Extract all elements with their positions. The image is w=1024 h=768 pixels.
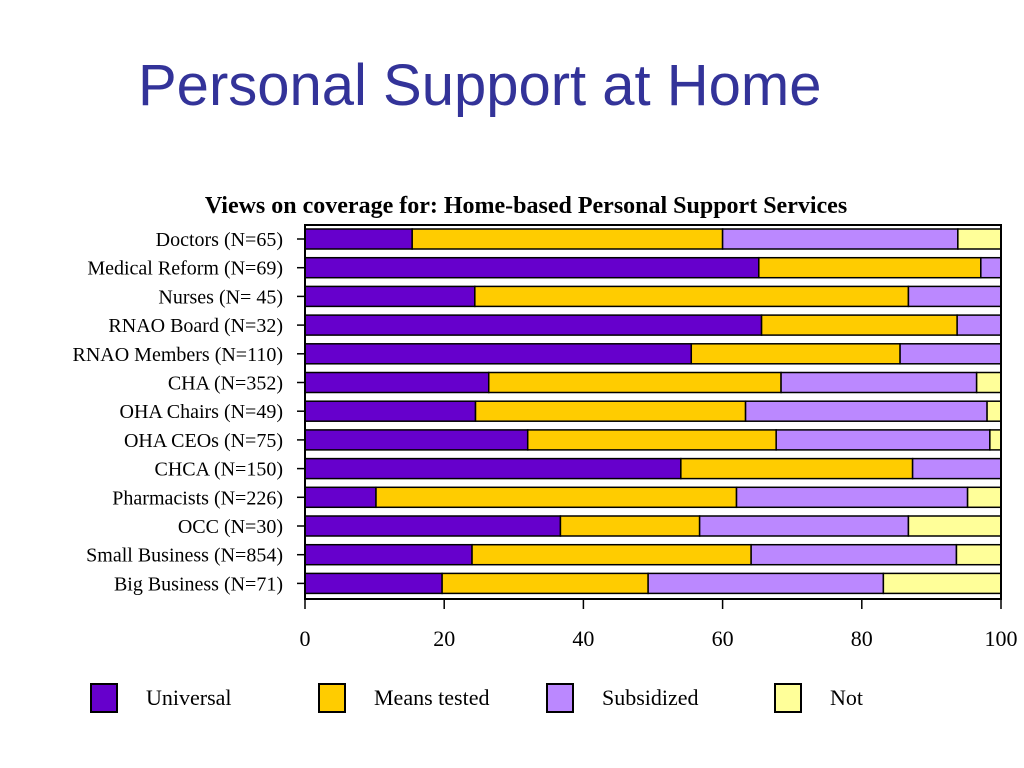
bar-segment-subsidized [735, 486, 969, 509]
bar-segment-universal [304, 429, 529, 451]
bar-segment-means-tested [474, 285, 910, 308]
bar-segment-universal [304, 486, 377, 509]
legend-label: Universal [146, 685, 232, 710]
bar-segment-means-tested [690, 343, 901, 365]
bar-segment-universal [304, 572, 443, 595]
bar-segment-not [955, 543, 1002, 566]
bar-segment-means-tested [474, 400, 747, 422]
bar-segment-not [986, 400, 1002, 422]
bar-segment-universal [304, 515, 562, 537]
bar-segment-means-tested [758, 256, 982, 279]
bar-segment-means-tested [680, 457, 914, 480]
category-label: OCC (N=30) [178, 516, 283, 538]
x-tick-label: 20 [433, 626, 455, 651]
bar-segment-subsidized [911, 457, 1002, 480]
category-label: CHA (N=352) [168, 373, 283, 395]
bar-segment-subsidized [698, 515, 910, 537]
category-label: RNAO Board (N=32) [108, 315, 283, 337]
slide-title: Personal Support at Home [138, 53, 822, 118]
bar-segment-universal [304, 371, 490, 394]
bars-layer [304, 228, 1002, 595]
category-label: Medical Reform (N=69) [87, 258, 283, 280]
bar-segment-subsidized [647, 572, 885, 595]
legend-label: Subsidized [602, 685, 699, 710]
bar-segment-universal [304, 228, 413, 250]
category-label: Nurses (N= 45) [158, 286, 283, 308]
legend-label: Means tested [374, 685, 490, 710]
bar-segment-universal [304, 285, 476, 308]
bar-segment-not [907, 515, 1002, 537]
bar-segment-means-tested [471, 543, 752, 566]
bar-segment-universal [304, 314, 763, 336]
bar-segment-subsidized [780, 371, 978, 394]
bar-segment-means-tested [760, 314, 958, 336]
bar-segment-means-tested [411, 228, 724, 250]
bar-segment-means-tested [441, 572, 649, 595]
category-label: Big Business (N=71) [114, 573, 283, 595]
category-label: OHA Chairs (N=49) [120, 401, 284, 423]
legend-swatch [774, 683, 802, 713]
bar-segment-universal [304, 457, 682, 480]
legend-label: Not [830, 685, 863, 710]
bar-segment-subsidized [956, 314, 1002, 336]
category-label: CHCA (N=150) [154, 459, 283, 481]
bar-segment-means-tested [526, 429, 777, 451]
category-label: Small Business (N=854) [86, 545, 283, 567]
bar-segment-subsidized [907, 285, 1002, 308]
bar-segment-means-tested [375, 486, 738, 509]
bar-segment-universal [304, 400, 477, 422]
legend-swatch [546, 683, 574, 713]
category-label: RNAO Members (N=110) [72, 344, 283, 366]
legend-swatch [318, 683, 346, 713]
bar-segment-means-tested [487, 371, 782, 394]
bar-segment-means-tested [559, 515, 701, 537]
x-tick-label: 80 [851, 626, 873, 651]
x-tick-label: 60 [712, 626, 734, 651]
x-tick-label: 0 [300, 626, 311, 651]
x-tick-label: 100 [985, 626, 1018, 651]
bar-segment-not [957, 228, 1002, 250]
bar-segment-not [966, 486, 1002, 509]
bar-segment-not [989, 429, 1002, 451]
chart-title: Views on coverage for: Home-based Person… [205, 193, 847, 219]
bar-segment-subsidized [775, 429, 991, 451]
category-label: OHA CEOs (N=75) [124, 430, 283, 452]
bar-segment-universal [304, 256, 760, 279]
bar-segment-universal [304, 543, 473, 566]
bar-segment-subsidized [750, 543, 958, 566]
bar-segment-subsidized [744, 400, 988, 422]
plot-frame [304, 224, 1002, 600]
bar-segment-not [975, 371, 1002, 394]
bar-segment-subsidized [721, 228, 959, 250]
category-label: Doctors (N=65) [156, 229, 283, 251]
bar-segment-subsidized [899, 343, 1002, 365]
category-label: Pharmacists (N=226) [112, 487, 283, 509]
bar-segment-subsidized [980, 256, 1002, 279]
legend-swatch [90, 683, 118, 713]
bar-segment-not [882, 572, 1002, 595]
category-labels: Doctors (N=65) Medical Reform (N=69) Nurse… [72, 229, 283, 595]
x-tick-label: 40 [572, 626, 594, 651]
bar-segment-universal [304, 343, 693, 365]
